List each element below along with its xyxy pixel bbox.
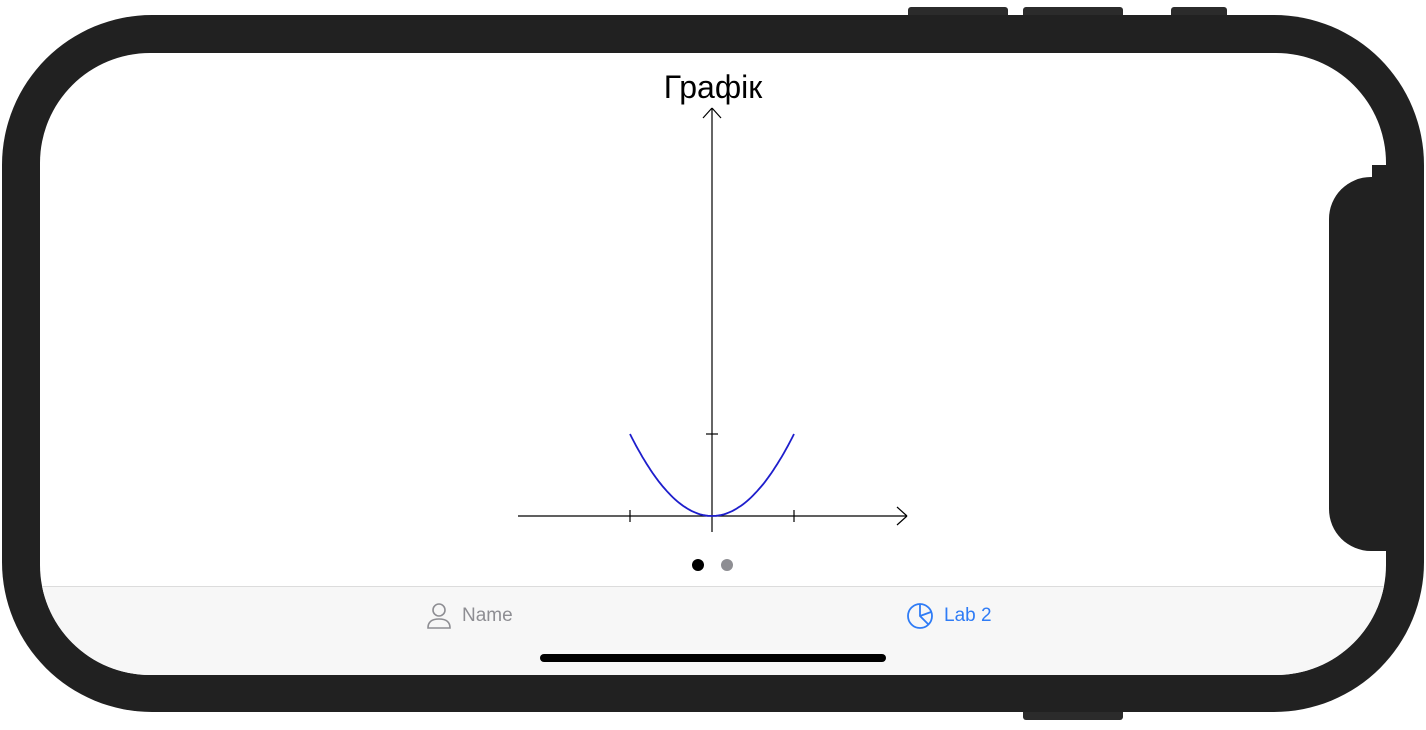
page-indicator-dot-active[interactable] — [692, 559, 704, 571]
page-indicator-dot-inactive[interactable] — [721, 559, 733, 571]
person-icon — [426, 602, 452, 630]
x-axis-arrow-upper — [896, 506, 908, 517]
parabola-curve — [629, 433, 795, 517]
notch-joint — [1372, 165, 1388, 179]
axes — [518, 107, 908, 532]
chart-pie-icon — [906, 602, 934, 630]
home-indicator[interactable] — [540, 654, 886, 662]
device-screen: Графік Name Lab 2 — [40, 53, 1386, 675]
x-axis-arrow-lower — [896, 515, 908, 526]
device-notch — [1329, 177, 1387, 551]
tab-name[interactable]: Name — [426, 601, 513, 631]
y-axis-arrow-right — [711, 107, 722, 119]
tab-name-label: Name — [462, 605, 513, 626]
tab-lab2[interactable]: Lab 2 — [906, 601, 992, 631]
page-title: Графік — [663, 69, 763, 105]
function-graph — [518, 107, 908, 532]
tab-lab2-label: Lab 2 — [944, 605, 992, 626]
y-axis-arrow-left — [702, 107, 713, 119]
